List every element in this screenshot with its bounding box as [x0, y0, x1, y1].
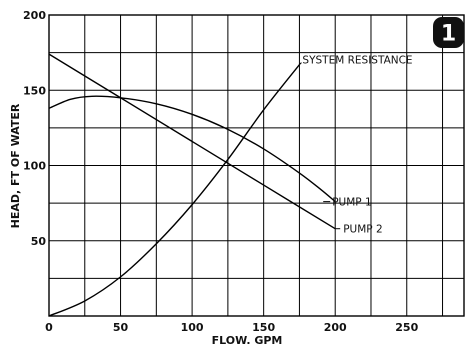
pump-2-label: PUMP 2 [343, 224, 382, 236]
y-tick-label: 100 [23, 160, 46, 173]
x-tick-label: 250 [395, 321, 418, 334]
y-tick-label: 200 [23, 9, 46, 22]
y-axis-title: HEAD, FT OF WATER [9, 103, 22, 228]
y-tick-label: 150 [23, 84, 46, 97]
curve-labels: SYSTEM RESISTANCE PUMP 1 PUMP 2 [299, 55, 413, 236]
grid [48, 14, 465, 317]
badge-background [433, 17, 464, 48]
system-resistance-curve [48, 64, 300, 317]
x-tick-label: 100 [181, 321, 204, 334]
pump-1-curve [48, 95, 336, 203]
x-tick-label: 200 [324, 321, 347, 334]
pump-1-label: PUMP 1 [332, 197, 371, 209]
figure-number-badge: 1 [433, 17, 464, 48]
y-tick-label: 50 [31, 235, 47, 248]
x-axis-title: FLOW. GPM [212, 334, 283, 347]
badge-number: 1 [441, 22, 456, 47]
plot-frame [48, 14, 465, 317]
pump-2-curve [48, 53, 336, 230]
curves [48, 53, 336, 317]
tick-labels: 0 50 100 150 200 250 50 100 150 200 [23, 9, 419, 334]
x-tick-label: 50 [113, 321, 129, 334]
x-tick-label: 0 [45, 321, 53, 334]
system-resistance-label: SYSTEM RESISTANCE [302, 55, 412, 67]
x-tick-label: 150 [252, 321, 275, 334]
system-resistance-leader [299, 62, 302, 66]
